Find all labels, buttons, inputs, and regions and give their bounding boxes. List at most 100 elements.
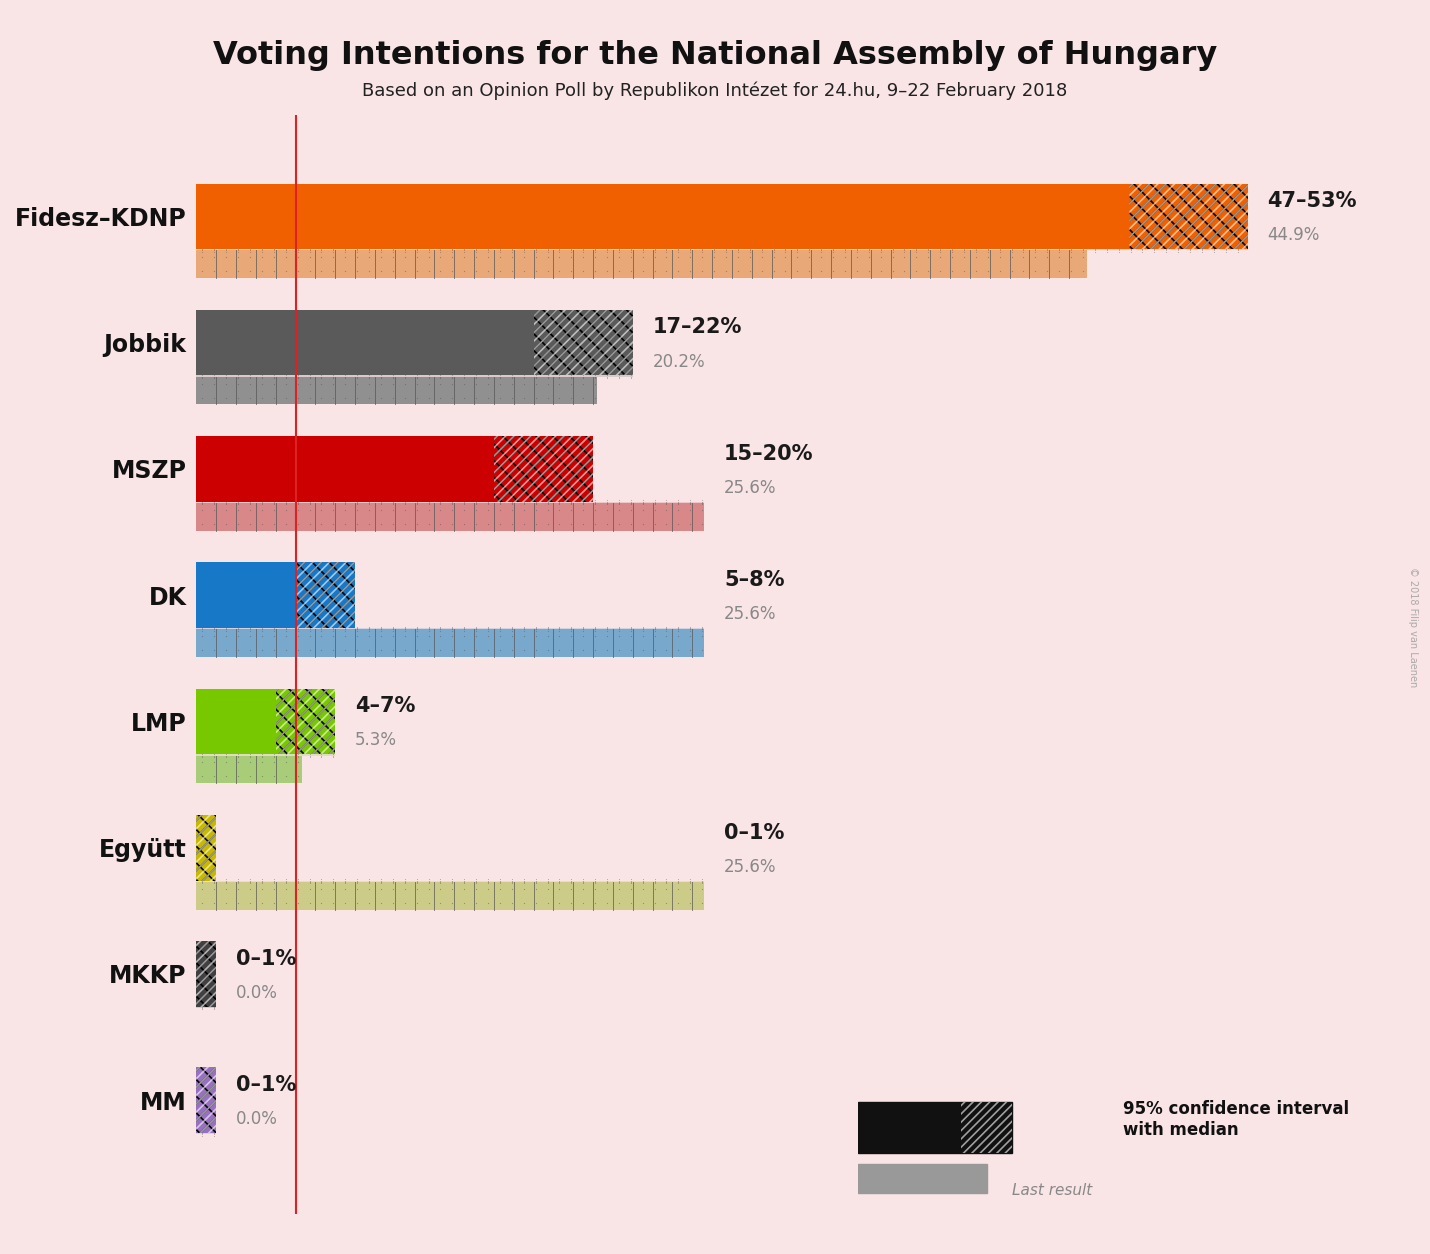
Point <box>418 618 440 638</box>
Point <box>393 872 416 892</box>
Point <box>644 240 666 260</box>
Text: 4–7%: 4–7% <box>355 696 416 716</box>
Point <box>738 240 761 260</box>
Point <box>928 261 951 281</box>
Point <box>440 490 463 510</box>
Point <box>928 242 951 262</box>
Bar <box>196 882 704 909</box>
Point <box>262 640 285 660</box>
Point <box>905 242 928 262</box>
Point <box>382 873 405 893</box>
Point <box>679 893 702 913</box>
Point <box>297 869 320 889</box>
Point <box>418 893 440 913</box>
Point <box>679 492 702 512</box>
Point <box>941 242 964 262</box>
Point <box>382 869 405 889</box>
Point <box>203 490 226 510</box>
Point <box>834 247 857 267</box>
Point <box>250 879 273 899</box>
Point <box>382 493 405 513</box>
Point <box>227 247 250 267</box>
Point <box>679 617 702 637</box>
Point <box>917 241 940 261</box>
Point <box>572 626 595 646</box>
Point <box>382 364 405 384</box>
Point <box>227 746 250 766</box>
Point <box>453 619 476 640</box>
Point <box>1191 242 1214 262</box>
Point <box>525 872 548 892</box>
Point <box>192 238 214 258</box>
Point <box>691 621 714 641</box>
Point <box>1084 240 1107 260</box>
Point <box>239 367 262 387</box>
Point <box>393 619 416 640</box>
Point <box>440 240 463 260</box>
Point <box>572 514 595 534</box>
Point <box>619 367 642 387</box>
Point <box>691 261 714 281</box>
Point <box>310 617 333 637</box>
Point <box>679 640 702 660</box>
Point <box>525 640 548 660</box>
Point <box>275 261 297 281</box>
Point <box>608 240 631 260</box>
Point <box>418 870 440 890</box>
Point <box>203 242 226 262</box>
Point <box>583 238 606 258</box>
Point <box>905 247 928 267</box>
Point <box>369 879 392 899</box>
Point <box>203 618 226 638</box>
Point <box>262 490 285 510</box>
Point <box>275 873 297 893</box>
Point <box>358 242 380 262</box>
Point <box>489 626 512 646</box>
Point <box>691 241 714 261</box>
Bar <box>196 1134 216 1135</box>
Point <box>1012 261 1035 281</box>
Point <box>333 626 356 646</box>
Point <box>679 238 702 258</box>
Point <box>192 872 214 892</box>
Point <box>440 493 463 513</box>
Point <box>262 500 285 520</box>
Text: 95% confidence interval
with median: 95% confidence interval with median <box>1123 1100 1348 1139</box>
Point <box>322 879 345 899</box>
Text: 25.6%: 25.6% <box>724 858 776 875</box>
Point <box>583 869 606 889</box>
Point <box>262 870 285 890</box>
Point <box>666 240 689 260</box>
Point <box>917 261 940 281</box>
Point <box>297 365 320 385</box>
Point <box>655 241 678 261</box>
Point <box>561 366 583 386</box>
Point <box>239 374 262 394</box>
Point <box>489 873 512 893</box>
Point <box>405 493 428 513</box>
Point <box>881 240 904 260</box>
Point <box>453 240 476 260</box>
Point <box>227 493 250 513</box>
Point <box>250 619 273 640</box>
Point <box>512 626 535 646</box>
Point <box>822 240 845 260</box>
Point <box>561 240 583 260</box>
Point <box>1131 241 1154 261</box>
Point <box>429 364 452 384</box>
Point <box>702 242 725 262</box>
Point <box>262 747 285 767</box>
Point <box>583 492 606 512</box>
Point <box>536 242 559 262</box>
Point <box>322 742 345 762</box>
Point <box>358 367 380 387</box>
Text: Based on an Opinion Poll by Republikon Intézet for 24.hu, 9–22 February 2018: Based on an Opinion Poll by Republikon I… <box>362 82 1068 100</box>
Point <box>1071 247 1094 267</box>
Point <box>227 893 250 913</box>
Point <box>1214 240 1237 260</box>
Point <box>418 500 440 520</box>
Point <box>203 998 226 1018</box>
Point <box>774 247 797 267</box>
Point <box>655 242 678 262</box>
Point <box>1000 238 1022 258</box>
